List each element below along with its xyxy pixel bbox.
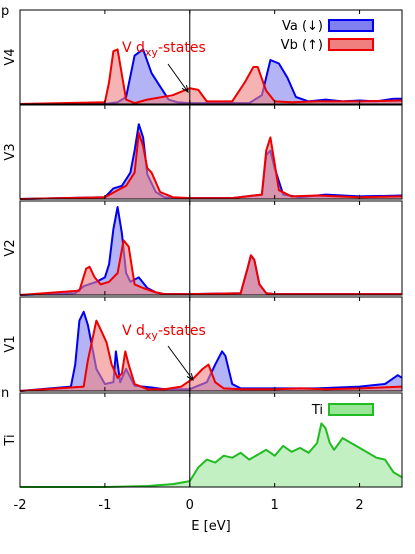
panel-frame-v4 (19, 9, 403, 105)
xtick-label: 1 (271, 498, 279, 513)
clipped-label-top: p (1, 4, 9, 19)
legend-vb-label: Vb (↑) (281, 38, 323, 53)
line-v4-1 (19, 48, 403, 105)
xtick-label: 0 (186, 498, 194, 513)
area-v2-1 (20, 240, 402, 295)
clipped-label-mid: n (1, 386, 9, 401)
xtick-label: -2 (14, 498, 27, 513)
legend-va-swatch (328, 19, 374, 32)
area-v4-0 (20, 49, 402, 104)
line-ti-0 (20, 422, 403, 488)
arrow-head-icon (186, 373, 194, 382)
line-v1-1 (19, 319, 403, 392)
x-axis-label: E [eV] (191, 519, 230, 534)
legend-ti-swatch (328, 403, 374, 416)
panel-label-v4: V4 (3, 48, 18, 65)
panel-v1: V1 (3, 296, 403, 392)
area-v3-0 (20, 124, 402, 199)
legend-ti-label: Ti (311, 403, 323, 418)
xtick-label: -1 (98, 498, 111, 513)
line-v3-1 (19, 132, 403, 200)
panel-frame-ti (19, 392, 403, 488)
annotation-arrow-v4 (167, 63, 189, 93)
panel-label-v2: V2 (3, 239, 18, 256)
area-v3-1 (20, 133, 402, 199)
legend-va-label: Va (↓) (282, 19, 323, 34)
panel-frame-v1 (19, 296, 403, 392)
line-v3-0 (19, 123, 403, 200)
panel-v3: V3 (3, 104, 403, 200)
panel-label-v1: V1 (3, 335, 18, 352)
line-v2-0 (19, 206, 402, 296)
panel-label-ti: Ti (3, 434, 18, 446)
area-v4-1 (20, 49, 402, 104)
xtick-label: 2 (355, 498, 363, 513)
panel-ti: Ti (3, 392, 403, 488)
legend-vb-swatch (328, 38, 374, 51)
arrow-head-icon (181, 85, 189, 94)
panel-v2: V2 (3, 200, 403, 296)
panel-label-v3: V3 (3, 143, 18, 160)
line-v2-1 (19, 239, 402, 296)
area-v2-0 (20, 207, 402, 295)
line-v4-0 (20, 48, 402, 105)
panel-frame-v2 (19, 200, 403, 296)
annotation-dxy-v4: V dxy-states (122, 40, 206, 59)
annotation-dxy-v1: V dxy-states (122, 323, 206, 342)
panel-frame-v3 (19, 104, 403, 200)
area-ti-0 (20, 423, 402, 487)
annotation-arrow-v1 (167, 345, 194, 381)
panel-v4: V4 (3, 9, 403, 105)
